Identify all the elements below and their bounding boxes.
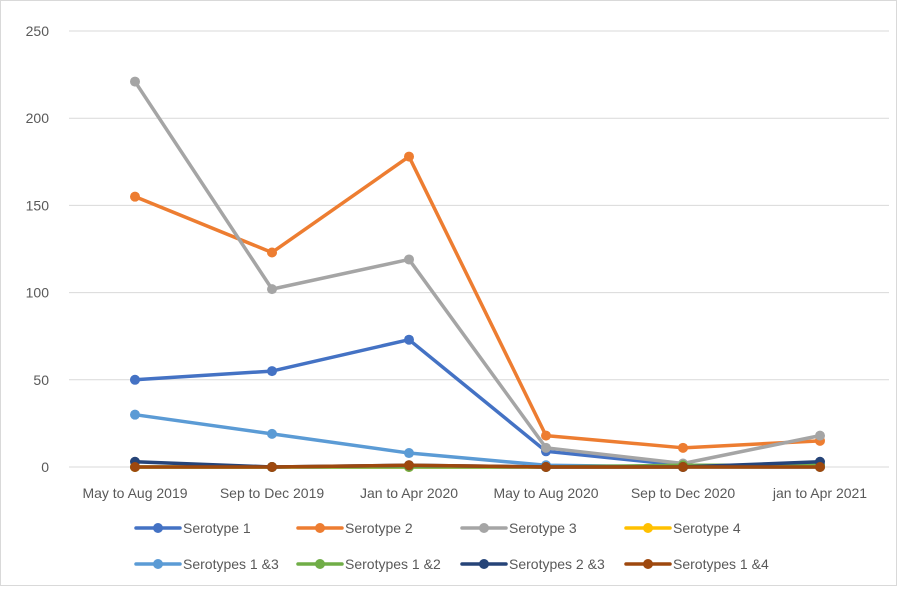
legend-item: Serotypes 2 &3 <box>460 556 605 572</box>
y-tick-label: 200 <box>26 110 50 126</box>
gridlines <box>69 30 889 468</box>
data-point <box>267 247 277 258</box>
data-point <box>404 151 414 162</box>
data-point <box>541 442 551 453</box>
data-point <box>130 462 140 472</box>
legend-swatch-marker <box>479 559 489 569</box>
legend-swatch-marker <box>479 523 489 533</box>
legend-item: Serotype 3 <box>460 520 577 536</box>
legend-label: Serotype 2 <box>345 520 413 536</box>
y-tick-label: 250 <box>26 23 50 39</box>
data-point <box>678 462 688 472</box>
legend-label: Serotypes 1 &2 <box>345 556 441 572</box>
x-tick-label: Sep to Dec 2020 <box>631 485 736 501</box>
legend-swatch-marker <box>643 559 653 569</box>
series-line <box>133 412 822 469</box>
data-point <box>130 409 140 420</box>
legend-item: Serotype 1 <box>134 520 251 536</box>
data-point <box>815 462 825 472</box>
data-point <box>678 442 688 453</box>
data-point <box>130 191 140 202</box>
legend-item: Serotypes 1 &2 <box>296 556 441 572</box>
y-tick-label: 100 <box>26 285 50 301</box>
series-2 <box>130 151 825 453</box>
data-point <box>130 374 140 385</box>
data-point <box>267 462 277 472</box>
y-tick-label: 150 <box>26 197 50 213</box>
data-point <box>404 460 414 471</box>
data-point <box>130 76 140 87</box>
data-point <box>267 428 277 439</box>
x-tick-label: May to Aug 2020 <box>493 485 598 501</box>
x-tick-label: jan to Apr 2021 <box>772 485 867 501</box>
legend-swatch-marker <box>153 523 163 533</box>
legend-label: Serotype 4 <box>673 520 741 536</box>
legend-swatch-marker <box>643 523 653 533</box>
legend-swatch-marker <box>315 523 325 533</box>
data-point <box>404 448 414 459</box>
data-point <box>541 430 551 441</box>
legend-label: Serotypes 1 &3 <box>183 556 279 572</box>
series-lines <box>130 76 825 472</box>
legend-swatch-marker <box>153 559 163 569</box>
legend-label: Serotypes 2 &3 <box>509 556 605 572</box>
series-line <box>133 463 822 469</box>
x-tick-label: May to Aug 2019 <box>82 485 187 501</box>
legend-label: Serotypes 1 &4 <box>673 556 769 572</box>
data-point <box>815 430 825 441</box>
legend-swatch-marker <box>315 559 325 569</box>
data-point <box>267 284 277 295</box>
series-line <box>133 154 822 450</box>
data-point <box>404 334 414 345</box>
y-axis-tick-labels: 0 50 100 150 200 250 <box>26 23 50 475</box>
legend-item: Serotypes 1 &4 <box>624 556 769 572</box>
series-line <box>133 79 822 466</box>
data-point <box>267 366 277 377</box>
series-8 <box>130 460 825 472</box>
legend-label: Serotype 1 <box>183 520 251 536</box>
data-point <box>541 462 551 472</box>
x-tick-label: Jan to Apr 2020 <box>360 485 458 501</box>
y-tick-label: 0 <box>41 459 49 475</box>
legend-item: Serotype 4 <box>624 520 741 536</box>
series-5 <box>130 409 825 472</box>
legend-label: Serotype 3 <box>509 520 577 536</box>
y-tick-label: 50 <box>33 372 49 388</box>
legend-item: Serotype 2 <box>296 520 413 536</box>
x-tick-label: Sep to Dec 2019 <box>220 485 325 501</box>
series-3 <box>130 76 825 469</box>
data-point <box>404 254 414 265</box>
x-axis-tick-labels: May to Aug 2019 Sep to Dec 2019 Jan to Apr… <box>82 485 867 501</box>
legend-item: Serotypes 1 &3 <box>134 556 279 572</box>
legend: Serotype 1 Serotype 2 Serotype 3 Serotype 4… <box>134 520 769 572</box>
